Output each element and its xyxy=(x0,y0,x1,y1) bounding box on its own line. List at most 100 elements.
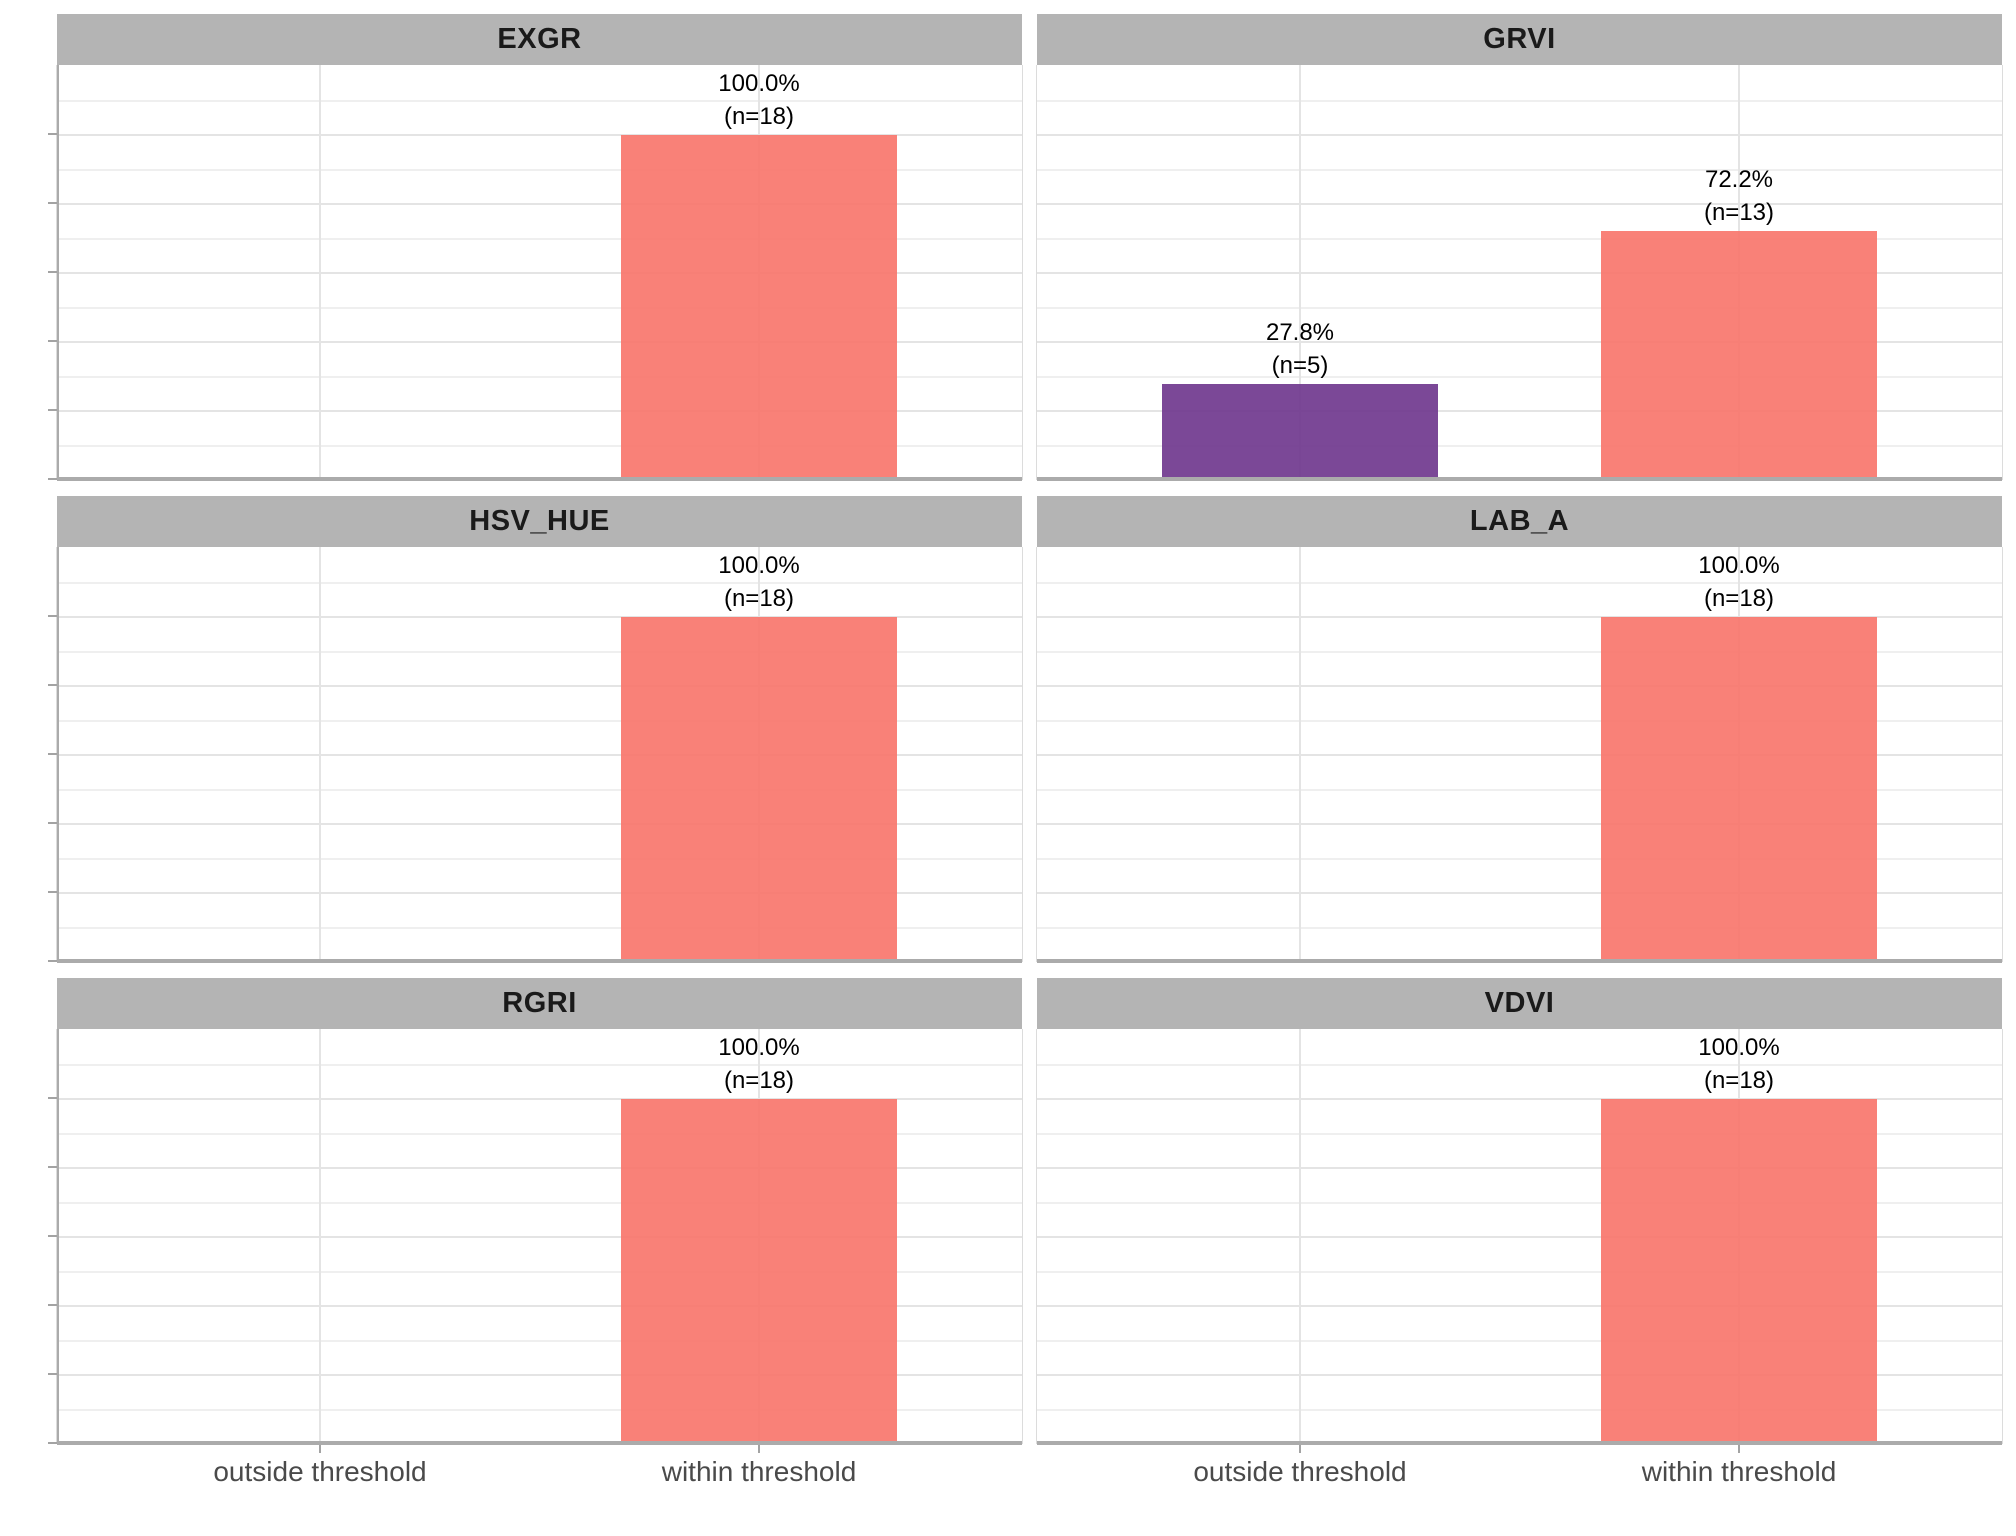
h-gridline-minor xyxy=(57,375,1022,378)
facet-panel: 100.0% (n=18) xyxy=(56,547,1023,963)
h-gridline-major xyxy=(57,892,1022,894)
facet-title: HSV_HUE xyxy=(469,505,610,537)
h-gridline-major xyxy=(57,1098,1022,1100)
zero-line xyxy=(1037,959,2002,963)
h-gridline-minor xyxy=(57,926,1022,929)
h-gridline-major xyxy=(57,1374,1022,1376)
bar-label-count: (n=18) xyxy=(723,1067,795,1094)
h-gridline-minor xyxy=(57,1270,1022,1273)
bar-label-percent: 100.0% xyxy=(718,70,800,97)
h-gridline-major xyxy=(57,616,1022,618)
h-gridline-major xyxy=(57,1305,1022,1307)
h-gridline-minor xyxy=(57,306,1022,309)
bar-label-percent: 100.0% xyxy=(718,552,800,579)
h-gridline-minor xyxy=(1037,1201,2002,1204)
zero-line xyxy=(1037,1441,2002,1445)
h-gridline-major xyxy=(57,754,1022,756)
h-gridline-major xyxy=(1037,1098,2002,1100)
facet-title: LAB_A xyxy=(1469,505,1570,537)
h-gridline-minor xyxy=(57,444,1022,447)
h-gridline-major xyxy=(1037,203,2002,205)
facet-panel: 100.0% (n=18) xyxy=(56,65,1023,481)
h-gridline-minor xyxy=(57,1132,1022,1135)
facet-panel: 100.0% (n=18) xyxy=(56,1029,1023,1445)
facet-title: GRVI xyxy=(1483,23,1556,55)
h-gridline-minor xyxy=(57,788,1022,791)
v-gridline-major xyxy=(1299,547,1301,962)
h-gridline-major xyxy=(57,134,1022,136)
facet-strip: VDVI xyxy=(1037,978,2002,1029)
x-axis-label: within threshold xyxy=(1641,1456,1837,1487)
h-gridline-major xyxy=(57,1236,1022,1238)
h-gridline-major xyxy=(1037,1167,2002,1169)
y-axis-tick xyxy=(48,478,57,480)
y-axis-tick xyxy=(48,753,57,755)
bar-within-threshold xyxy=(621,1099,897,1444)
bar-label-count: (n=18) xyxy=(1703,585,1775,612)
h-gridline-minor xyxy=(1037,1270,2002,1273)
bar-outside-threshold xyxy=(1162,384,1438,480)
x-axis-tick xyxy=(1738,1444,1740,1453)
h-gridline-major xyxy=(1037,410,2002,412)
facet-strip: LAB_A xyxy=(1037,496,2002,547)
bar-label: 72.2% (n=13) xyxy=(1569,163,1909,229)
v-gridline-major xyxy=(319,65,321,480)
h-gridline-minor xyxy=(57,1339,1022,1342)
y-axis-tick xyxy=(48,1235,57,1237)
x-axis-label: outside threshold xyxy=(1193,1456,1407,1487)
y-axis-tick xyxy=(48,271,57,273)
v-gridline-major xyxy=(1299,65,1301,480)
h-gridline-minor xyxy=(1037,1339,2002,1342)
h-gridline-major xyxy=(57,1167,1022,1169)
h-gridline-major xyxy=(57,410,1022,412)
bar-label-percent: 72.2% xyxy=(1704,166,1774,193)
y-axis-tick xyxy=(48,1304,57,1306)
y-axis-tick xyxy=(48,1166,57,1168)
h-gridline-minor xyxy=(1037,788,2002,791)
h-gridline-major xyxy=(1037,134,2002,136)
h-gridline-minor xyxy=(1037,99,2002,102)
facet-panel: 100.0% (n=18) xyxy=(1036,547,2003,963)
y-axis-line xyxy=(57,1029,59,1444)
bar-label-count: (n=18) xyxy=(723,103,795,130)
h-gridline-minor xyxy=(1037,857,2002,860)
h-gridline-minor xyxy=(1037,237,2002,240)
bar-label-count: (n=13) xyxy=(1703,199,1775,226)
h-gridline-major xyxy=(1037,1374,2002,1376)
y-axis-tick xyxy=(48,960,57,962)
bar-label-percent: 100.0% xyxy=(1698,552,1780,579)
h-gridline-minor xyxy=(1037,444,2002,447)
v-gridline-major xyxy=(319,547,321,962)
h-gridline-minor xyxy=(1037,1063,2002,1066)
y-axis-tick xyxy=(48,1442,57,1444)
h-gridline-minor xyxy=(1037,306,2002,309)
h-gridline-minor xyxy=(1037,926,2002,929)
y-axis-tick xyxy=(48,133,57,135)
h-gridline-minor xyxy=(57,1063,1022,1066)
h-gridline-major xyxy=(57,341,1022,343)
x-axis-label: outside threshold xyxy=(213,1456,427,1487)
facet-strip: RGRI xyxy=(57,978,1022,1029)
h-gridline-major xyxy=(1037,754,2002,756)
h-gridline-minor xyxy=(1037,1408,2002,1411)
bar-label-count: (n=5) xyxy=(1271,352,1329,379)
bar-label: 100.0% (n=18) xyxy=(589,1031,929,1097)
bar-within-threshold xyxy=(1601,617,1877,962)
bar-label: 100.0% (n=18) xyxy=(589,67,929,133)
h-gridline-minor xyxy=(57,857,1022,860)
h-gridline-minor xyxy=(57,1201,1022,1204)
x-axis-tick xyxy=(319,1444,321,1453)
h-gridline-minor xyxy=(1037,719,2002,722)
h-gridline-minor xyxy=(1037,1132,2002,1135)
x-axis-tick xyxy=(758,1444,760,1453)
h-gridline-major xyxy=(1037,1305,2002,1307)
h-gridline-major xyxy=(1037,892,2002,894)
y-axis-tick xyxy=(48,409,57,411)
zero-line xyxy=(1037,477,2002,481)
h-gridline-major xyxy=(57,823,1022,825)
bar-label-percent: 100.0% xyxy=(1698,1034,1780,1061)
bar-label-percent: 100.0% xyxy=(718,1034,800,1061)
facet-panel: 100.0% (n=18) xyxy=(1036,1029,2003,1445)
h-gridline-major xyxy=(1037,823,2002,825)
